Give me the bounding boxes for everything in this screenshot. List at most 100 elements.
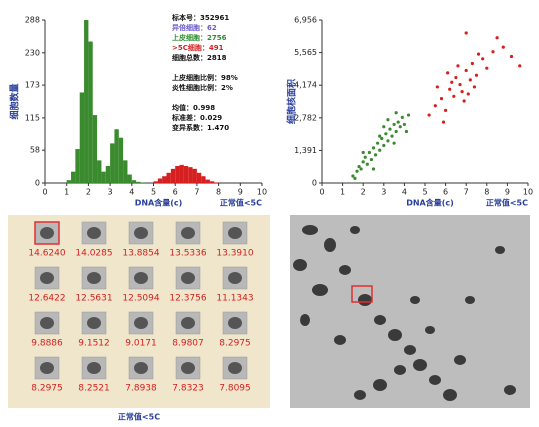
- histogram-bar: [209, 181, 215, 183]
- histogram-bar: [118, 137, 124, 183]
- scatter-point: [371, 146, 376, 150]
- scatter-point: [468, 78, 472, 82]
- histogram-bar: [123, 160, 128, 183]
- cell-nucleus: [134, 317, 148, 329]
- cell-value: 9.1512: [78, 339, 110, 349]
- scatter-point: [363, 155, 367, 159]
- cell-value: 12.5631: [75, 294, 112, 304]
- histogram-bar: [214, 182, 219, 183]
- y-tick-label: 0: [312, 179, 317, 188]
- x-tick-label: 2: [361, 188, 366, 197]
- scatter-point: [472, 85, 477, 89]
- scatter-point: [365, 162, 369, 166]
- normal-note: 正常值<5C: [486, 198, 528, 208]
- scatter-point: [406, 113, 411, 117]
- scatter-point: [359, 167, 363, 171]
- cell-nucleus: [40, 227, 54, 239]
- cell-nucleus: [40, 362, 54, 374]
- cell-value: 12.3756: [169, 294, 206, 304]
- histogram-bar: [183, 166, 189, 183]
- scatter-point: [373, 153, 378, 157]
- x-axis-label: DNA含量(c): [135, 198, 183, 208]
- y-tick-label: 6,956: [294, 16, 317, 25]
- cell-nucleus: [228, 362, 242, 374]
- y-tick-label: 4,174: [294, 81, 317, 90]
- cell-nucleus: [87, 272, 101, 284]
- histogram-bar: [188, 167, 193, 183]
- y-axis-label: 细胞数量: [9, 83, 21, 119]
- x-tick-label: 0: [319, 188, 324, 197]
- scatter-point: [394, 111, 398, 115]
- histogram-bar: [166, 172, 171, 183]
- scatter-point: [464, 68, 468, 73]
- cell-nucleus: [87, 227, 101, 239]
- y-tick-label: 115: [25, 113, 40, 122]
- x-tick-label: 1: [64, 188, 69, 197]
- cell-value: 14.6240: [28, 249, 65, 259]
- histogram-bar: [92, 115, 98, 183]
- cell-value: 7.8938: [125, 384, 157, 394]
- scatter-point: [446, 71, 450, 75]
- cell-nucleus: [181, 227, 195, 239]
- scatter-point: [378, 148, 382, 152]
- cell-nucleus: [87, 317, 101, 329]
- scatter-point: [491, 50, 495, 54]
- scatter-point: [386, 139, 390, 143]
- y-tick-label: 1,391: [294, 146, 317, 155]
- histogram-bar: [196, 172, 202, 183]
- cell-nucleus: [134, 272, 148, 284]
- scatter-point: [450, 80, 454, 84]
- cell-value: 8.2975: [31, 384, 63, 394]
- x-tick-label: 7: [194, 188, 199, 197]
- x-tick-label: 9: [238, 188, 243, 197]
- y-tick-label: 0: [35, 179, 40, 188]
- stat-text: 变异系数：1.470: [172, 123, 229, 132]
- scatter-point: [394, 129, 398, 134]
- scatter-point: [390, 134, 394, 138]
- scatter-point: [495, 36, 499, 40]
- stat-text: 均值：0.998: [172, 103, 215, 112]
- scatter-point: [439, 97, 444, 101]
- scatter-point: [427, 113, 431, 117]
- scatter-point: [433, 104, 437, 108]
- scatter-point: [476, 52, 481, 56]
- histogram-bar: [157, 178, 163, 183]
- cell-value: 13.8854: [122, 249, 159, 259]
- normal-note: 正常值<5C: [220, 198, 262, 208]
- scatter-point: [351, 174, 355, 178]
- x-tick-label: 3: [381, 188, 386, 197]
- y-tick-label: 230: [25, 48, 40, 57]
- scatter-point: [452, 94, 456, 98]
- scatter-point: [353, 176, 357, 180]
- histogram-bar: [101, 171, 106, 183]
- scatter-point: [392, 141, 396, 145]
- scatter-point: [382, 143, 386, 148]
- x-tick-label: 1: [340, 188, 345, 197]
- scatter-point: [501, 45, 505, 49]
- x-tick-label: 6: [173, 188, 178, 197]
- x-tick-label: 10: [257, 188, 267, 197]
- scatter-point: [386, 118, 390, 122]
- cell-value: 13.5336: [169, 249, 206, 259]
- x-tick-label: 4: [402, 188, 407, 197]
- histogram-bar: [71, 171, 76, 183]
- scatter-point: [458, 82, 462, 87]
- cell-value: 7.8323: [172, 384, 204, 394]
- y-tick-label: 288: [25, 16, 40, 25]
- histogram-bar: [192, 168, 197, 183]
- scatter-point: [382, 125, 386, 129]
- histogram-bar: [66, 180, 72, 183]
- scatter-point: [462, 99, 466, 103]
- cell-value: 7.8095: [219, 384, 251, 394]
- selection-box: [351, 285, 373, 303]
- cell-nucleus: [87, 362, 101, 374]
- stat-text: 标本号：352961: [171, 13, 229, 22]
- cell-value: 9.0171: [125, 339, 157, 349]
- x-tick-label: 8: [216, 188, 221, 197]
- x-tick-label: 10: [523, 188, 533, 197]
- y-axis-label: 细胞核面积: [286, 79, 298, 124]
- x-tick-label: 9: [505, 188, 510, 197]
- gallery-caption: 正常值<5C: [118, 412, 160, 422]
